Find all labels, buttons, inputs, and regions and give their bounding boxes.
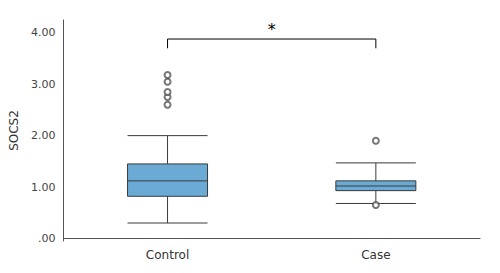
svg-text:Control: Control bbox=[146, 248, 189, 262]
svg-text:4.00: 4.00 bbox=[31, 26, 56, 39]
svg-text:*: * bbox=[268, 20, 276, 39]
svg-text:SOCS2: SOCS2 bbox=[7, 110, 21, 151]
svg-text:3.00: 3.00 bbox=[31, 78, 56, 91]
svg-text:1.00: 1.00 bbox=[31, 181, 56, 194]
svg-text:.00: .00 bbox=[38, 232, 56, 245]
svg-text:2.00: 2.00 bbox=[31, 129, 56, 142]
svg-text:Case: Case bbox=[361, 248, 390, 262]
